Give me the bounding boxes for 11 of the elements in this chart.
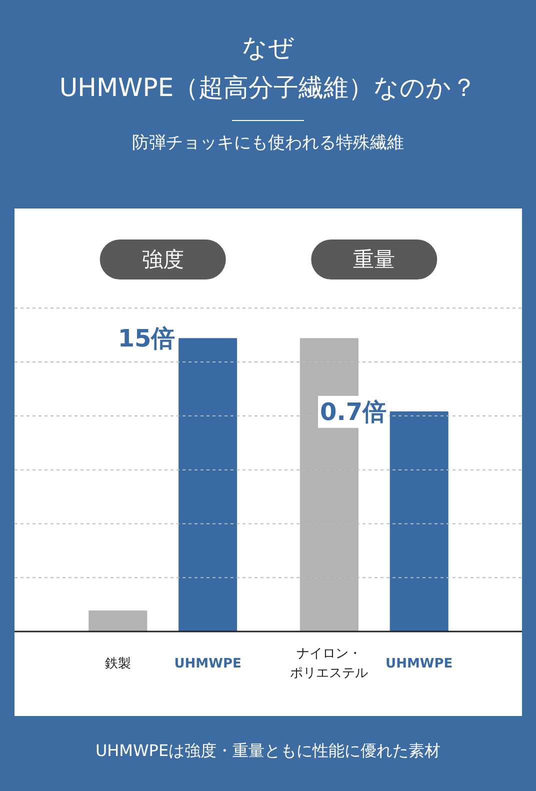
chart-title: なぜ UHMWPE（超高分子繊維）なのか？: [58, 32, 478, 104]
annotation: 15倍: [118, 324, 176, 353]
text: 強度: [142, 247, 184, 272]
text: 重量: [353, 247, 396, 272]
x-tick-label: UHMWPE: [386, 656, 453, 672]
x-tick-label: 鉄製: [104, 656, 131, 672]
chart-subtitle: 防弾チョッキにも使われる特殊繊維: [131, 132, 405, 155]
x-tick-label: ナイロン・ポリエステル: [290, 646, 368, 682]
text: UHMWPEは強度・重量ともに性能に優れた素材: [94, 740, 442, 762]
x-tick-label: UHMWPE: [174, 656, 242, 672]
annotation: 0.7倍: [320, 398, 387, 426]
